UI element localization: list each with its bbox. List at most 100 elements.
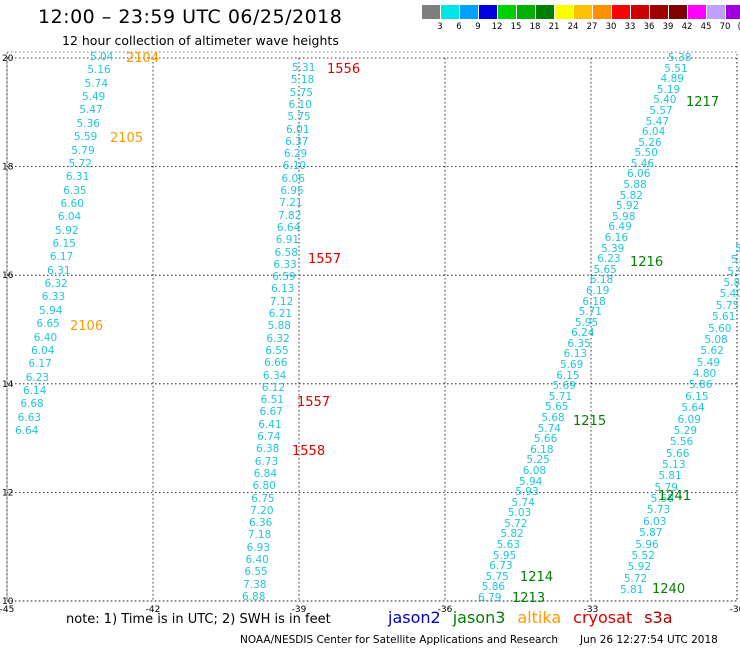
satellite-name: jason3 xyxy=(452,608,506,627)
footer-timestamp: Jun 26 12:27:54 UTC 2018 xyxy=(580,634,718,646)
wave-height-value: 5.86 xyxy=(481,581,506,594)
legend-swatch xyxy=(574,5,593,19)
wave-height-value: 5.65 xyxy=(545,401,569,414)
pass-number-label: 1557 xyxy=(297,395,331,410)
wave-height-value: 4.80 xyxy=(692,368,717,381)
wave-height-value: 6.93 xyxy=(246,541,271,554)
wave-height-value: 5.60 xyxy=(708,322,732,335)
pass-number-label: 1240 xyxy=(652,582,686,597)
wave-height-value: 5.81 xyxy=(658,470,682,483)
legend-swatch xyxy=(688,5,707,19)
legend-swatch xyxy=(441,5,460,19)
wave-height-value: 6.37 xyxy=(285,135,309,148)
wave-height-value: 5.49 xyxy=(81,91,106,104)
wave-height-value: 5.72 xyxy=(504,517,528,530)
map-ticks: -45 -42 -39 -36 -33 -30 20 18 16 14 12 10 xyxy=(0,54,740,615)
wave-height-value: 5.66 xyxy=(533,433,558,446)
lat-tick-label: 14 xyxy=(2,380,14,390)
wave-height-value: 5.31 xyxy=(292,62,316,74)
wave-height-value: 6.75 xyxy=(251,492,275,505)
wave-height-value: 5.50 xyxy=(634,147,658,160)
pass-number-label: 1216 xyxy=(630,255,664,270)
wave-height-value: 6.35 xyxy=(567,337,591,350)
wave-height-value: 6.08 xyxy=(522,464,547,477)
pass-number-label: 1241 xyxy=(658,489,692,504)
wave-height-value: 6.65 xyxy=(36,318,60,331)
wave-height-value: 6.33 xyxy=(41,291,66,304)
wave-height-value: 6.74 xyxy=(257,431,281,444)
satellite-name: cryosat xyxy=(573,608,633,627)
legend-label: (ft) xyxy=(735,22,740,32)
wave-height-value: 5.36 xyxy=(76,117,100,130)
lat-tick-label: 18 xyxy=(2,163,14,173)
wave-height-value: 6.66 xyxy=(264,357,288,370)
legend-label: 27 xyxy=(586,22,598,32)
wave-height-value: 5.88 xyxy=(623,179,647,192)
wave-height-value: 6.63 xyxy=(17,411,42,424)
wave-height-value: 5.08 xyxy=(704,333,728,346)
wave-height-value: 6.04 xyxy=(57,211,82,224)
legend-swatch xyxy=(422,5,441,19)
wave-height-value: 6.40 xyxy=(33,331,58,344)
wave-height-value: 6.03 xyxy=(643,515,667,528)
wave-height-value: 5.63 xyxy=(496,539,521,552)
wave-height-value: 5.46 xyxy=(630,157,655,170)
pass-number-label: 1558 xyxy=(292,444,326,459)
wave-height-value: 5.97 xyxy=(727,265,740,278)
wave-height-value: 5.95 xyxy=(492,549,517,562)
legend-swatch xyxy=(517,5,536,19)
page-title: 12:00 – 23:59 UTC 06/25/2018 xyxy=(38,6,343,28)
legend-swatch xyxy=(612,5,631,19)
wave-height-value: 6.79 xyxy=(478,592,502,604)
pass-number-label: 1556 xyxy=(327,62,361,77)
satellite-legend: jason2 jason3 altika cryosat s3a xyxy=(388,608,685,627)
wave-height-value: 5.93 xyxy=(515,486,539,499)
wave-height-value: 6.84 xyxy=(253,467,278,480)
wave-height-value: 6.13 xyxy=(271,283,295,296)
wave-height-value: 5.66 xyxy=(666,447,690,460)
wave-height-value: 5.72 xyxy=(623,572,648,585)
wave-height-value: 6.91 xyxy=(275,234,300,247)
legend-swatch xyxy=(536,5,555,19)
wave-height-value: 5.64 xyxy=(681,402,705,415)
wave-height-value: 5.98 xyxy=(612,210,636,223)
legend-swatch xyxy=(631,5,650,19)
wave-height-value: 5.40 xyxy=(653,94,677,107)
wave-height-value: 5.74 xyxy=(84,77,109,90)
wave-height-value: 6.73 xyxy=(254,455,279,468)
legend-swatch xyxy=(498,5,517,19)
wave-height-value: 7.20 xyxy=(250,504,274,517)
wave-height-value: 5.61 xyxy=(712,311,736,324)
wave-height-value: 5.40 xyxy=(719,288,740,301)
wave-height-value: 5.79 xyxy=(71,144,95,157)
wave-height-value: 5.92 xyxy=(627,561,652,574)
pass-number-label: 1557 xyxy=(308,252,342,267)
wave-height-value: 6.40 xyxy=(245,554,269,567)
wave-height-value: 6.17 xyxy=(49,251,74,264)
wave-height-value: 5.74 xyxy=(537,422,561,435)
wave-height-value: 6.60 xyxy=(60,197,84,210)
wave-height-value: 6.23 xyxy=(597,253,621,266)
lat-tick-label: 20 xyxy=(2,54,14,64)
pass-number-label: 1217 xyxy=(686,95,720,110)
wave-height-value: 6.32 xyxy=(44,278,68,291)
wave-height-value: 5.92 xyxy=(55,224,79,237)
wave-height-value: 6.04 xyxy=(31,344,55,357)
wave-height-value: 6.14 xyxy=(23,384,47,397)
wave-height-value: 5.94 xyxy=(518,475,543,488)
lon-tick-label: -30 xyxy=(730,605,740,615)
wave-height-value: 5.79 xyxy=(654,481,678,494)
wave-height-value: 7.12 xyxy=(269,295,294,308)
wave-height-value: 5.13 xyxy=(662,458,686,471)
wave-height-value: 5.82 xyxy=(500,528,524,541)
wave-height-value: 5.47 xyxy=(645,115,670,128)
footer-credit: NOAA/NESDIS Center for Satellite Applica… xyxy=(240,634,558,646)
wave-height-value: 6.15 xyxy=(685,390,709,403)
wave-height-value: 5.19 xyxy=(656,83,681,96)
legend-label: 39 xyxy=(662,22,674,32)
legend-label: 30 xyxy=(605,22,617,32)
wave-height-value: 5.18 xyxy=(290,74,315,87)
wave-height-value: 5.88 xyxy=(267,320,291,333)
legend-label: 70 xyxy=(719,22,731,32)
